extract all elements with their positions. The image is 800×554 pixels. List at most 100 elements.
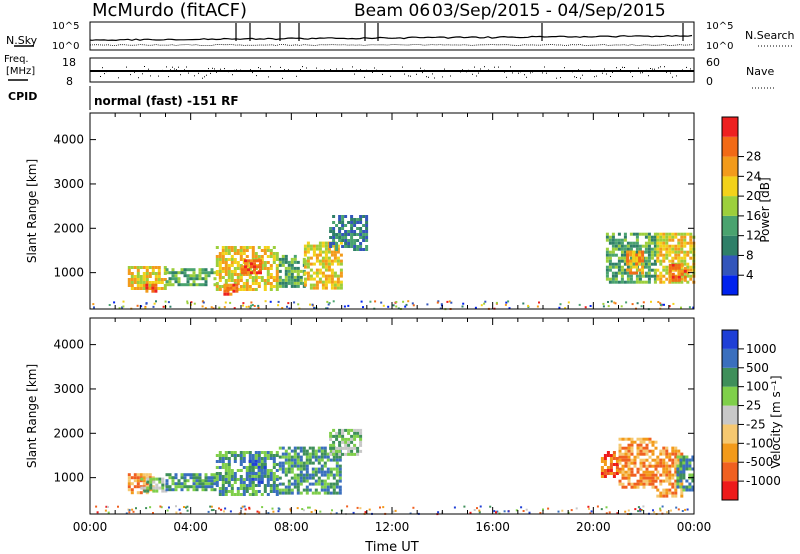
velocity-cell — [320, 446, 324, 450]
velocity-cell — [621, 482, 625, 486]
power-cell — [662, 268, 666, 272]
power-cell — [315, 253, 319, 257]
power-cell — [299, 281, 303, 285]
power-cell — [632, 256, 636, 260]
nave-point — [216, 71, 217, 73]
power-cell — [671, 263, 675, 267]
power-cell — [614, 238, 618, 242]
power-cell — [362, 239, 366, 242]
velocity-cell — [314, 491, 318, 495]
power-cell — [656, 274, 660, 278]
velocity-cell — [221, 454, 225, 457]
power-cell — [171, 268, 175, 272]
power-cell — [290, 284, 294, 288]
power-cell — [315, 256, 319, 260]
velocity-scatter-point — [346, 505, 349, 508]
nave-point — [364, 76, 365, 78]
power-cell — [204, 277, 208, 281]
power-cell — [647, 268, 651, 272]
cpid-text: normal (fast) -151 RF — [94, 94, 239, 108]
velocity-cell — [299, 458, 303, 462]
power-colorbar-block — [722, 196, 738, 216]
velocity-cell — [281, 461, 285, 465]
nave-point — [330, 69, 331, 71]
velocity-scatter-point — [605, 512, 608, 515]
velocity-cell — [341, 437, 345, 441]
velocity-cell — [323, 446, 327, 450]
velocity-cell — [320, 458, 324, 462]
power-cell — [683, 278, 687, 282]
velocity-cell — [248, 459, 252, 463]
power-cell — [629, 262, 633, 266]
velocity-cell — [347, 437, 351, 441]
power-cell — [327, 265, 331, 269]
velocity-cell — [350, 449, 354, 453]
noise-panel: N.Sky 10^5 10^0 10^5 10^0 N.Search — [6, 21, 795, 52]
nave-point — [466, 71, 467, 73]
velocity-cell — [603, 460, 607, 463]
nave-point — [618, 70, 619, 72]
velocity-cell — [165, 488, 169, 492]
velocity-cell — [254, 484, 258, 487]
power-cell — [617, 262, 621, 266]
nave-point — [296, 75, 297, 77]
power-cell — [638, 277, 642, 281]
power-cell — [281, 257, 285, 261]
power-cell — [365, 218, 369, 221]
velocity-cell — [245, 469, 249, 472]
velocity-cell — [287, 482, 291, 486]
power-cell — [626, 271, 630, 275]
power-cell — [235, 286, 239, 290]
velocity-cell — [326, 488, 330, 492]
nave-point — [360, 69, 361, 71]
power-scatter-point — [407, 300, 410, 303]
velocity-cell — [671, 464, 675, 468]
velocity-cell — [248, 468, 252, 472]
nave-point — [478, 72, 479, 74]
power-cell — [154, 281, 158, 284]
power-cell — [130, 287, 134, 290]
power-cell — [218, 288, 222, 291]
velocity-cell — [239, 469, 243, 472]
power-cell — [256, 265, 259, 269]
power-cell — [341, 239, 345, 242]
velocity-cell — [639, 449, 643, 453]
velocity-cell — [656, 458, 660, 462]
velocity-cell — [359, 434, 363, 438]
velocity-cell — [278, 464, 282, 468]
velocity-cell — [648, 482, 652, 486]
velocity-cell — [651, 473, 655, 477]
velocity-cell — [320, 464, 324, 468]
velocity-cell — [155, 489, 159, 493]
power-cell — [324, 259, 328, 263]
power-cell — [662, 256, 666, 260]
velocity-cell — [143, 489, 147, 493]
velocity-cell — [671, 494, 675, 498]
power-cell — [659, 277, 663, 281]
nave-point — [476, 75, 477, 77]
velocity-cell — [642, 485, 646, 489]
power-cell — [133, 266, 137, 269]
velocity-cell — [272, 487, 276, 490]
nave-point — [100, 76, 101, 77]
velocity-cell — [642, 446, 646, 450]
power-cell — [215, 273, 219, 276]
velocity-xtick-label: 20:00 — [576, 520, 611, 534]
nave-point — [576, 77, 577, 78]
velocity-cell — [677, 449, 681, 453]
velocity-cell — [180, 485, 184, 489]
power-cell — [656, 232, 660, 236]
power-scatter-point — [92, 303, 95, 306]
power-cell — [232, 283, 236, 287]
power-cell — [257, 276, 261, 279]
velocity-scatter-point — [686, 508, 689, 511]
velocity-scatter-point — [267, 512, 270, 515]
velocity-cell — [146, 477, 150, 481]
power-cell — [290, 263, 294, 267]
velocity-cell — [239, 493, 243, 496]
velocity-cell — [359, 437, 363, 441]
power-scatter-point — [164, 300, 167, 303]
velocity-scatter-point — [335, 512, 338, 515]
power-cell — [215, 285, 219, 288]
velocity-scatter-point — [178, 508, 181, 511]
